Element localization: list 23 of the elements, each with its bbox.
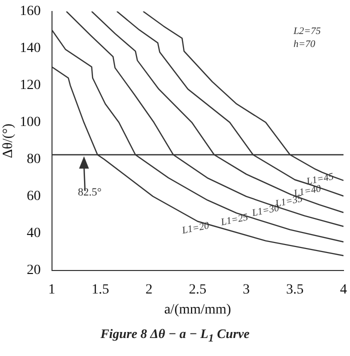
x-tick-label: 4 bbox=[340, 282, 347, 298]
x-tick-label: 2 bbox=[146, 282, 153, 298]
annotation: h=70 bbox=[294, 39, 316, 50]
text: L1=20 bbox=[180, 220, 210, 237]
y-tick-label: 100 bbox=[20, 115, 41, 130]
x-tick-label: 1.5 bbox=[92, 282, 110, 298]
text: L1=25 bbox=[219, 212, 250, 228]
y-axis-title: Δθ/(°) bbox=[1, 123, 16, 158]
annotation: L2=75 bbox=[292, 26, 321, 38]
x-tick-label: 3.5 bbox=[286, 282, 304, 298]
y-tick-label: 80 bbox=[26, 152, 41, 168]
y-tick-label: 160 bbox=[20, 4, 41, 20]
x-tick-label: 1 bbox=[48, 282, 56, 298]
x-tick-label: 2.5 bbox=[188, 282, 206, 298]
text: Figure 8 Δθ − a − L$_{1}$ Curve bbox=[99, 326, 251, 345]
y-tick-label: 20 bbox=[26, 263, 41, 278]
y-tick-label: 120 bbox=[20, 78, 41, 94]
legend-label: 82.5° bbox=[78, 186, 102, 199]
x-axis-title: a/(mm/mm) bbox=[164, 302, 232, 318]
y-tick-label: 140 bbox=[20, 41, 41, 56]
y-tick-label: 40 bbox=[26, 226, 41, 242]
x-tick-label: 3 bbox=[242, 282, 250, 298]
y-tick-label: 60 bbox=[26, 189, 41, 204]
